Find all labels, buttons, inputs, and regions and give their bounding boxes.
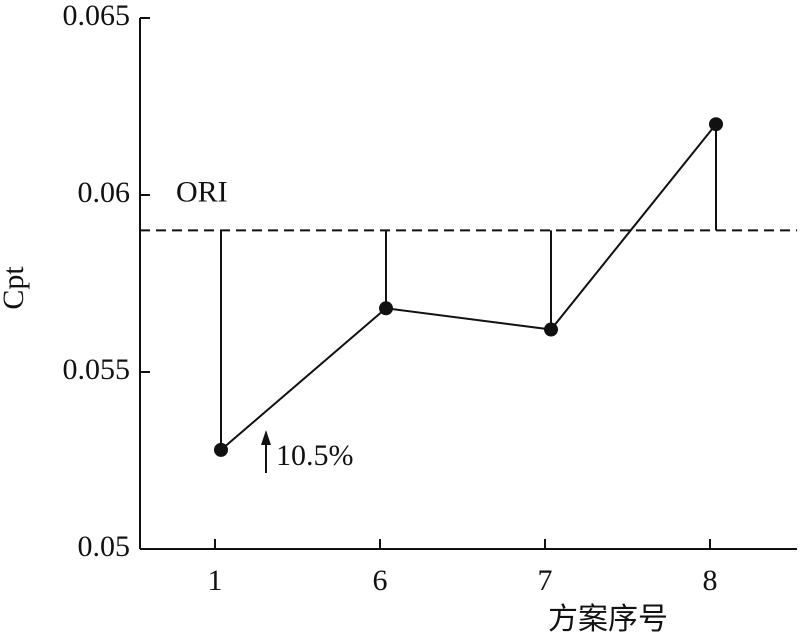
annotation-arrow bbox=[261, 430, 271, 473]
x-axis-label: 方案序号 bbox=[548, 603, 668, 636]
annotation: 10.5% bbox=[276, 439, 354, 472]
y-tick-label: 0.05 bbox=[78, 530, 131, 563]
data-point bbox=[709, 117, 723, 132]
x-tick-label: 7 bbox=[538, 564, 553, 597]
data-point bbox=[379, 301, 393, 316]
y-tick-label: 0.055 bbox=[63, 353, 131, 386]
x-tick-label: 1 bbox=[208, 564, 223, 597]
y-axis-label: Cpt bbox=[0, 266, 30, 310]
y-tick-label: 0.065 bbox=[63, 0, 131, 32]
data-line bbox=[220, 123, 717, 451]
data-point bbox=[214, 442, 228, 457]
y-tick-label: 0.06 bbox=[78, 176, 131, 209]
data-point bbox=[544, 322, 558, 337]
x-tick-label: 8 bbox=[703, 564, 718, 597]
reference-label: ORI bbox=[176, 175, 228, 208]
x-tick-label: 6 bbox=[373, 564, 388, 597]
